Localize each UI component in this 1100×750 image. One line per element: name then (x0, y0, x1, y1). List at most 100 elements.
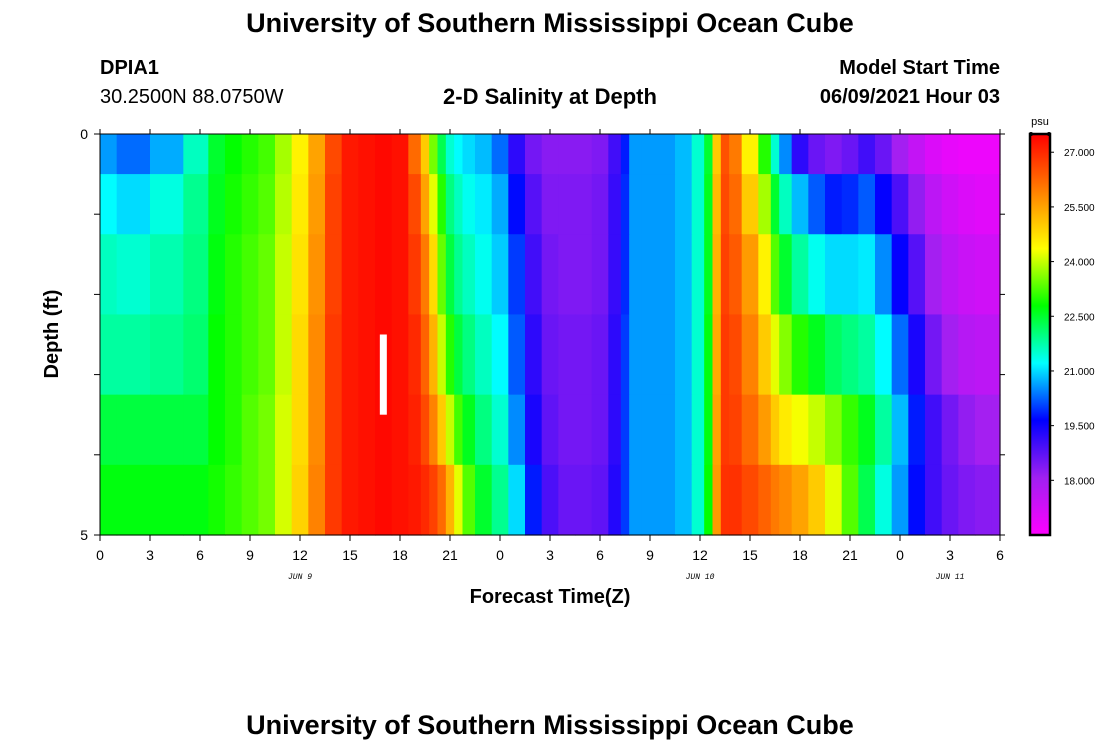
heatmap-cell (558, 464, 576, 536)
heatmap-cell (462, 174, 476, 235)
heatmap-cell (704, 394, 714, 466)
heatmap-cell (541, 394, 559, 466)
heatmap-cell (875, 234, 893, 316)
heatmap-cell (308, 174, 326, 235)
heatmap-cell (629, 314, 643, 396)
heatmap-cell (741, 464, 759, 536)
heatmap-cell (608, 314, 622, 396)
heatmap-cell (958, 234, 976, 316)
colorbar-corner-dot (1029, 132, 1033, 136)
heatmap-cell (150, 464, 184, 536)
heatmap-cell (691, 394, 705, 466)
heatmap-cell (420, 314, 430, 396)
heatmap-cell (770, 134, 780, 175)
heatmap-cell (758, 464, 772, 536)
heatmap-cell (712, 234, 722, 316)
heatmap-cell (541, 234, 559, 316)
heatmap-cell (358, 314, 376, 396)
heatmap-cell (325, 134, 343, 175)
heatmap-cell (420, 394, 430, 466)
heatmap-cell (825, 394, 843, 466)
heatmap-cell (658, 174, 676, 235)
heatmap-cell (858, 134, 876, 175)
heatmap-cell (841, 464, 859, 536)
heatmap-cell (150, 234, 184, 316)
heatmap-cell (437, 394, 447, 466)
heatmap-cell (591, 464, 609, 536)
heatmap-cell (941, 464, 959, 536)
heatmap-cell (325, 394, 343, 466)
x-tick-label: 6 (996, 547, 1004, 563)
heatmap-cell (491, 464, 509, 536)
heatmap-cell (475, 464, 493, 536)
colorbar-label: 25.500 (1064, 203, 1095, 214)
x-axis-title: Forecast Time(Z) (470, 586, 631, 608)
heatmap-cell (808, 314, 826, 396)
heatmap-cell (183, 134, 209, 175)
heatmap-cell (375, 134, 393, 175)
heatmap-cell (116, 134, 151, 175)
heatmap-cell (741, 134, 759, 175)
plot-title: 2-D Salinity at Depth (443, 84, 657, 109)
heatmap-cell (729, 394, 743, 466)
heatmap-cell (591, 394, 609, 466)
heatmap-cell (491, 234, 509, 316)
heatmap-cell (770, 314, 780, 396)
station-coordinates: 30.2500N 88.0750W (100, 86, 284, 108)
heatmap-cell (779, 134, 793, 175)
heatmap-cell (908, 134, 926, 175)
footer-title: University of Southern Mississippi Ocean… (246, 710, 854, 740)
heatmap-cell (100, 314, 118, 396)
heatmap-cell (241, 314, 259, 396)
heatmap-cell (591, 174, 609, 235)
heatmap-cell (858, 234, 876, 316)
heatmap-cell (525, 464, 543, 536)
heatmap-cell (291, 314, 309, 396)
heatmap-cell (991, 234, 1001, 316)
heatmap-cell (429, 464, 439, 536)
heatmap-cell (325, 314, 343, 396)
heatmap-cell (758, 314, 772, 396)
heatmap-cell (825, 234, 843, 316)
heatmap-cell (508, 464, 526, 536)
heatmap-cell (541, 174, 559, 235)
heatmap-cell (475, 314, 493, 396)
heatmap-cell (675, 314, 693, 396)
heatmap-cell (341, 464, 359, 536)
heatmap-cell (641, 134, 659, 175)
heatmap-cell (525, 174, 543, 235)
heatmap-cell (825, 134, 843, 175)
heatmap-cell (116, 314, 151, 396)
heatmap-cell (575, 234, 593, 316)
heatmap-cell (704, 134, 714, 175)
heatmap-cell (608, 174, 622, 235)
heatmap-cell (791, 234, 809, 316)
heatmap-cell (391, 314, 409, 396)
heatmap-cell (908, 314, 926, 396)
heatmap-cell (225, 314, 243, 396)
heatmap-cell (100, 174, 118, 235)
heatmap-cell (941, 314, 959, 396)
heatmap-cell (462, 234, 476, 316)
colorbar: psu 27.000 25.500 24.000 22.500 21.000 19.500 1… (1028, 116, 1095, 537)
heatmap-cell (375, 394, 393, 466)
heatmap-cell (150, 394, 184, 466)
heatmap-cell (729, 134, 743, 175)
heatmap-cell (437, 234, 447, 316)
heatmap-cell (429, 314, 439, 396)
x-tick-label: 3 (546, 547, 554, 563)
heatmap-cell (241, 394, 259, 466)
heatmap-cell (808, 174, 826, 235)
heatmap-cell (729, 234, 743, 316)
heatmap-cell (858, 394, 876, 466)
heatmap-cell (658, 134, 676, 175)
heatmap-cell (454, 134, 464, 175)
heatmap-cell (875, 464, 893, 536)
heatmap-cell (958, 134, 976, 175)
heatmap-cell (658, 464, 676, 536)
heatmap-cell (779, 234, 793, 316)
heatmap-cell (741, 314, 759, 396)
heatmap-cell (491, 134, 509, 175)
heatmap-cell (620, 314, 630, 396)
heatmap-cell (437, 174, 447, 235)
